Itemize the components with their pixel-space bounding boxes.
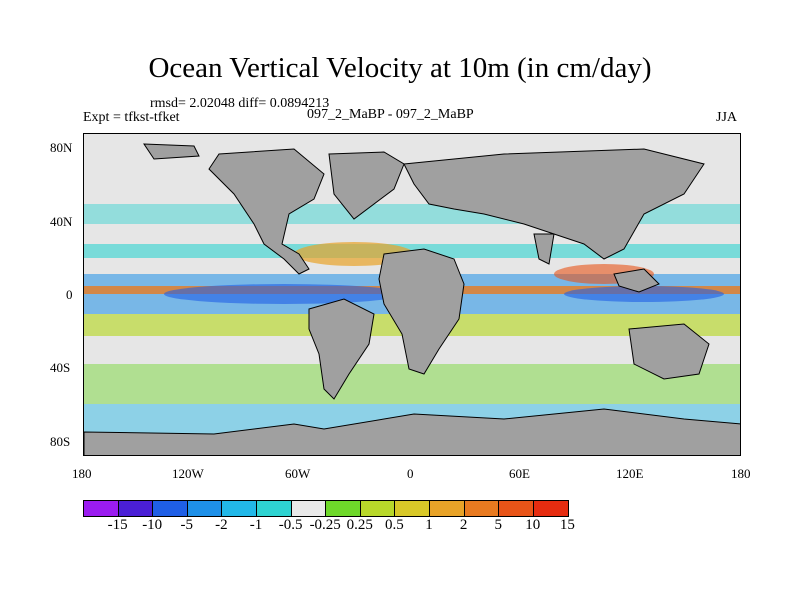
colorbar-label: -15 [107,517,128,533]
colorbar-label: 10 [525,517,541,533]
land-australia [628,323,710,380]
land-india [533,233,555,265]
colorbar-label: -5 [180,517,194,533]
colorbar-label: 0.25 [346,517,373,533]
lon-tick-180e: 180 [731,466,751,481]
land-greenland [328,151,405,220]
lon-tick-60w: 60W [285,466,311,481]
ocean-field [84,143,740,455]
colorbar-label: -1 [249,517,263,533]
colorbar-label: -0.5 [278,517,303,533]
lon-tick-0: 0 [407,466,414,481]
colorbar-swatch [326,501,361,516]
colorbar-label: 0.5 [385,517,404,533]
lon-tick-120w: 120W [172,466,204,481]
land-masses [84,143,740,455]
colorbar-label: 15 [559,517,575,533]
center-label: 097_2_MaBP - 097_2_MaBP [307,107,474,122]
colorbar-swatch [533,501,569,516]
colorbar-label: 2 [459,517,468,533]
season-label: JJA [716,110,738,125]
land-north-america [208,148,325,275]
equatorial-core-west [164,284,404,304]
colorbar-swatch [256,501,292,516]
colorbar-label: -2 [215,517,228,533]
colorbar-label: -10 [142,517,163,533]
lon-tick-60e: 60E [509,466,530,481]
colorbar-swatch [499,501,534,516]
land-africa [378,248,465,375]
land-eurasia [403,148,705,260]
colorbar-label: 5 [494,517,502,533]
south-mid-band [84,364,740,404]
colorbar-swatch [429,501,465,516]
lat-tick-40s: 40S [50,360,71,375]
colorbar-swatch [395,501,430,516]
colorbar-swatch [118,501,154,516]
lat-tick-80s: 80S [50,434,71,449]
lon-tick-180w: 180 [72,466,92,481]
land-south-america [308,298,375,400]
colorbar-swatch [464,501,500,516]
stats-label: rmsd= 2.02048 diff= 0.0894213 [150,96,330,111]
experiment-label: Expt = tfkst-tfket [83,110,180,125]
colorbar-swatch [291,501,327,516]
land-antarctica [84,408,740,455]
colorbar-label: 1 [425,517,433,533]
map-panel [83,133,741,456]
equatorial-core-east [564,286,724,302]
lat-tick-80n: 80N [50,140,73,155]
map-title: Ocean Vertical Velocity at 10m (in cm/da… [148,52,652,84]
colorbar-swatch [153,501,188,516]
lon-tick-120e: 120E [616,466,644,481]
colorbar-swatch [222,501,257,516]
colorbar [83,500,570,517]
colorbar-swatch [187,501,223,516]
colorbar-swatch [84,501,119,516]
lat-tick-40n: 40N [50,214,73,229]
land-maritime-continent [613,268,660,293]
colorbar-swatch [360,501,396,516]
colorbar-label: -0.25 [309,517,341,533]
lat-tick-0: 0 [66,287,73,302]
land-arctic-islands [143,143,200,160]
